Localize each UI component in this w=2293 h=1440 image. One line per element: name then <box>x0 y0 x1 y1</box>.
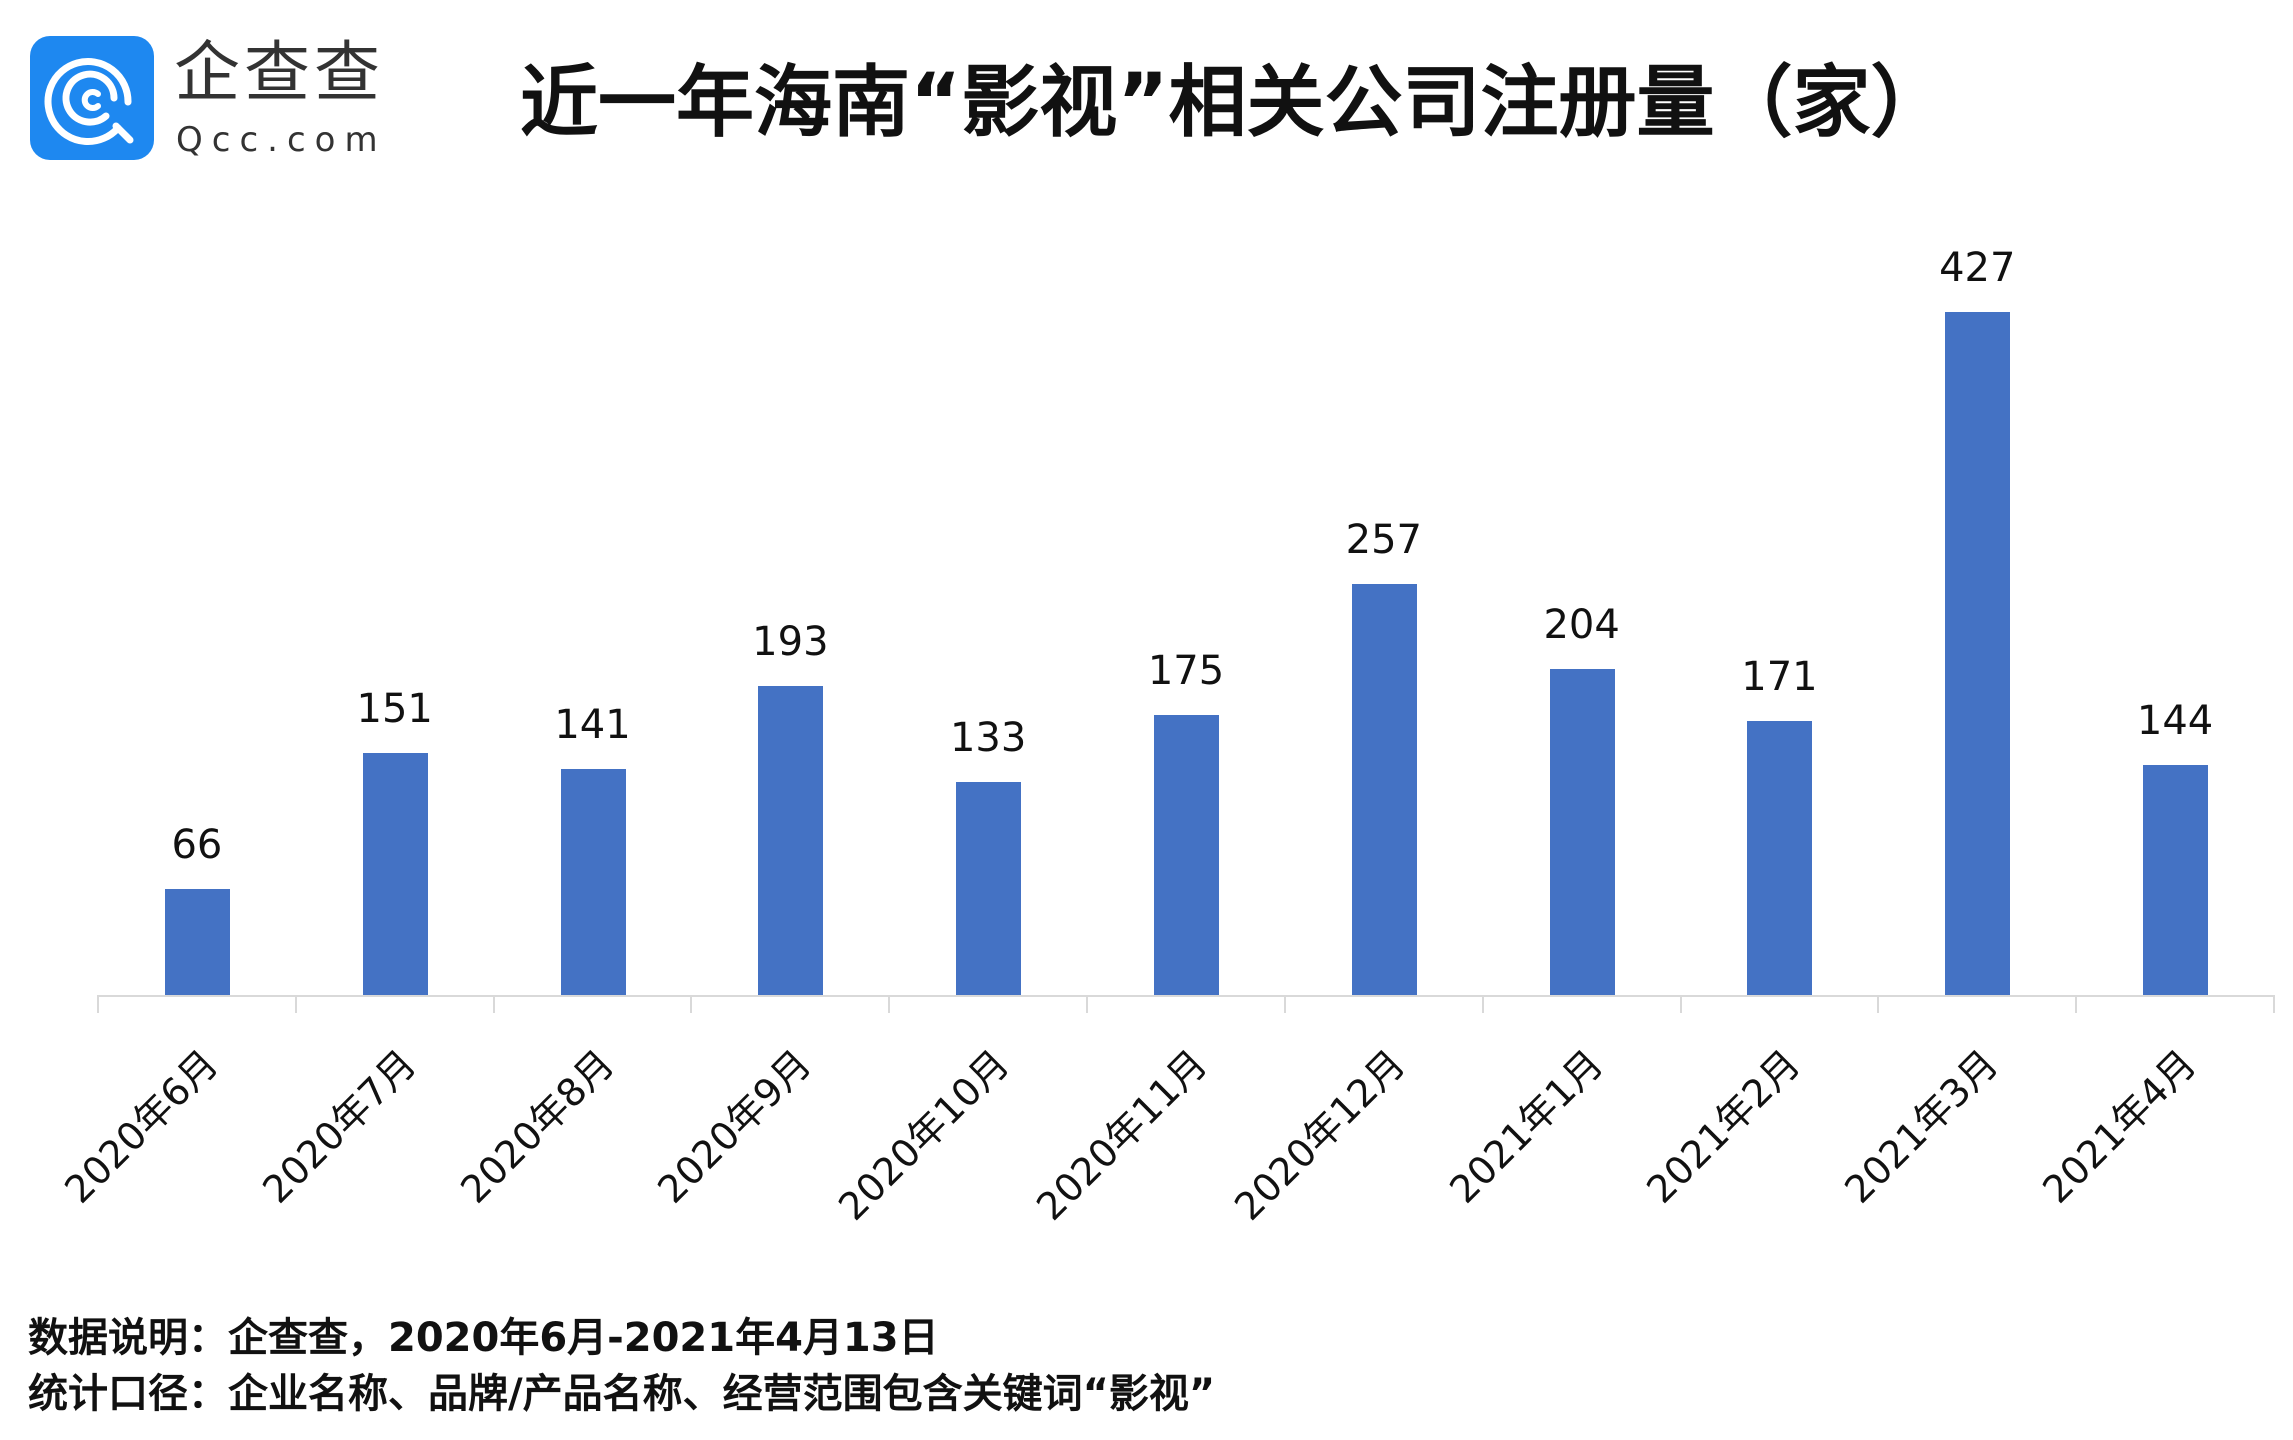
data-label: 141 <box>554 702 631 749</box>
x-axis-tick <box>2075 995 2078 1013</box>
data-label: 257 <box>1345 516 1422 563</box>
x-tick-label: 2020年7月 <box>253 1041 425 1212</box>
bar <box>758 686 824 995</box>
x-axis-tick <box>1877 995 1880 1013</box>
data-label: 204 <box>1543 601 1620 648</box>
x-axis-tick <box>690 995 693 1013</box>
x-axis-tick <box>888 995 891 1013</box>
x-axis-tick <box>492 995 495 1013</box>
brand-name-en: Qcc.com <box>176 120 387 160</box>
footer-source: 数据说明：企查查，2020年6月-2021年4月13日 <box>28 1315 939 1361</box>
bar <box>1549 668 1615 995</box>
x-tick-label: 2020年6月 <box>56 1041 227 1212</box>
x-axis-line <box>98 995 2274 997</box>
brand-name-cn: 企查查 <box>174 34 384 111</box>
x-tick-label: 2021年4月 <box>2034 1041 2205 1212</box>
x-axis-tick <box>294 995 297 1013</box>
x-tick-label: 2021年2月 <box>1638 1041 1810 1212</box>
data-label: 171 <box>1741 654 1818 701</box>
x-axis-tick <box>1481 995 1484 1013</box>
x-axis-tick <box>97 995 99 1013</box>
bar <box>560 769 626 995</box>
x-tick-label: 2021年3月 <box>1836 1041 2007 1212</box>
data-label: 133 <box>949 715 1027 762</box>
qcc-logo-icon <box>30 36 154 160</box>
bar <box>164 889 230 995</box>
data-label: 193 <box>752 619 829 666</box>
x-tick-label: 2020年9月 <box>649 1041 820 1212</box>
x-tick-label: 2020年11月 <box>1028 1041 1216 1229</box>
footer-scope: 统计口径：企业名称、品牌/产品名称、经营范围包含关键词“影视” <box>28 1371 1216 1417</box>
x-axis-tick <box>2273 995 2275 1013</box>
x-tick-label: 2020年8月 <box>451 1041 623 1212</box>
bar <box>1154 715 1219 995</box>
data-label: 151 <box>356 686 433 733</box>
bar <box>1747 721 1813 995</box>
bar <box>956 782 1022 995</box>
x-axis-tick <box>1086 995 1089 1013</box>
data-label: 144 <box>2136 697 2214 744</box>
x-axis-tick <box>1283 995 1286 1013</box>
bar <box>1945 312 2011 995</box>
data-label: 175 <box>1147 648 1225 695</box>
x-tick-label: 2021年1月 <box>1440 1041 1612 1212</box>
data-label: 427 <box>1939 245 2016 291</box>
bar <box>1351 583 1417 995</box>
x-tick-label: 2020年12月 <box>1225 1041 1414 1229</box>
data-label: 66 <box>171 822 223 869</box>
bar <box>362 753 428 995</box>
x-tick-label: 2020年10月 <box>830 1041 1018 1229</box>
x-axis-tick <box>1679 995 1682 1013</box>
chart-title: 近一年海南“影视”相关公司注册量（家） <box>520 58 1949 148</box>
bar <box>2143 764 2209 995</box>
